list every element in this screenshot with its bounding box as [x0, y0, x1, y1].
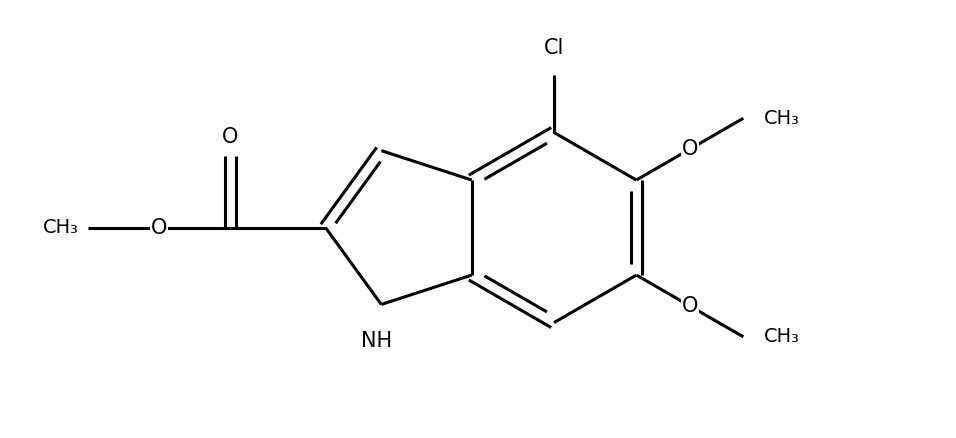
Text: O: O	[682, 296, 698, 316]
Text: Cl: Cl	[544, 39, 564, 58]
Text: O: O	[151, 218, 167, 237]
Text: CH₃: CH₃	[764, 327, 800, 346]
Text: CH₃: CH₃	[764, 109, 800, 128]
Text: O: O	[222, 127, 239, 147]
Text: CH₃: CH₃	[42, 218, 78, 237]
Text: O: O	[682, 139, 698, 159]
Text: NH: NH	[361, 331, 392, 351]
